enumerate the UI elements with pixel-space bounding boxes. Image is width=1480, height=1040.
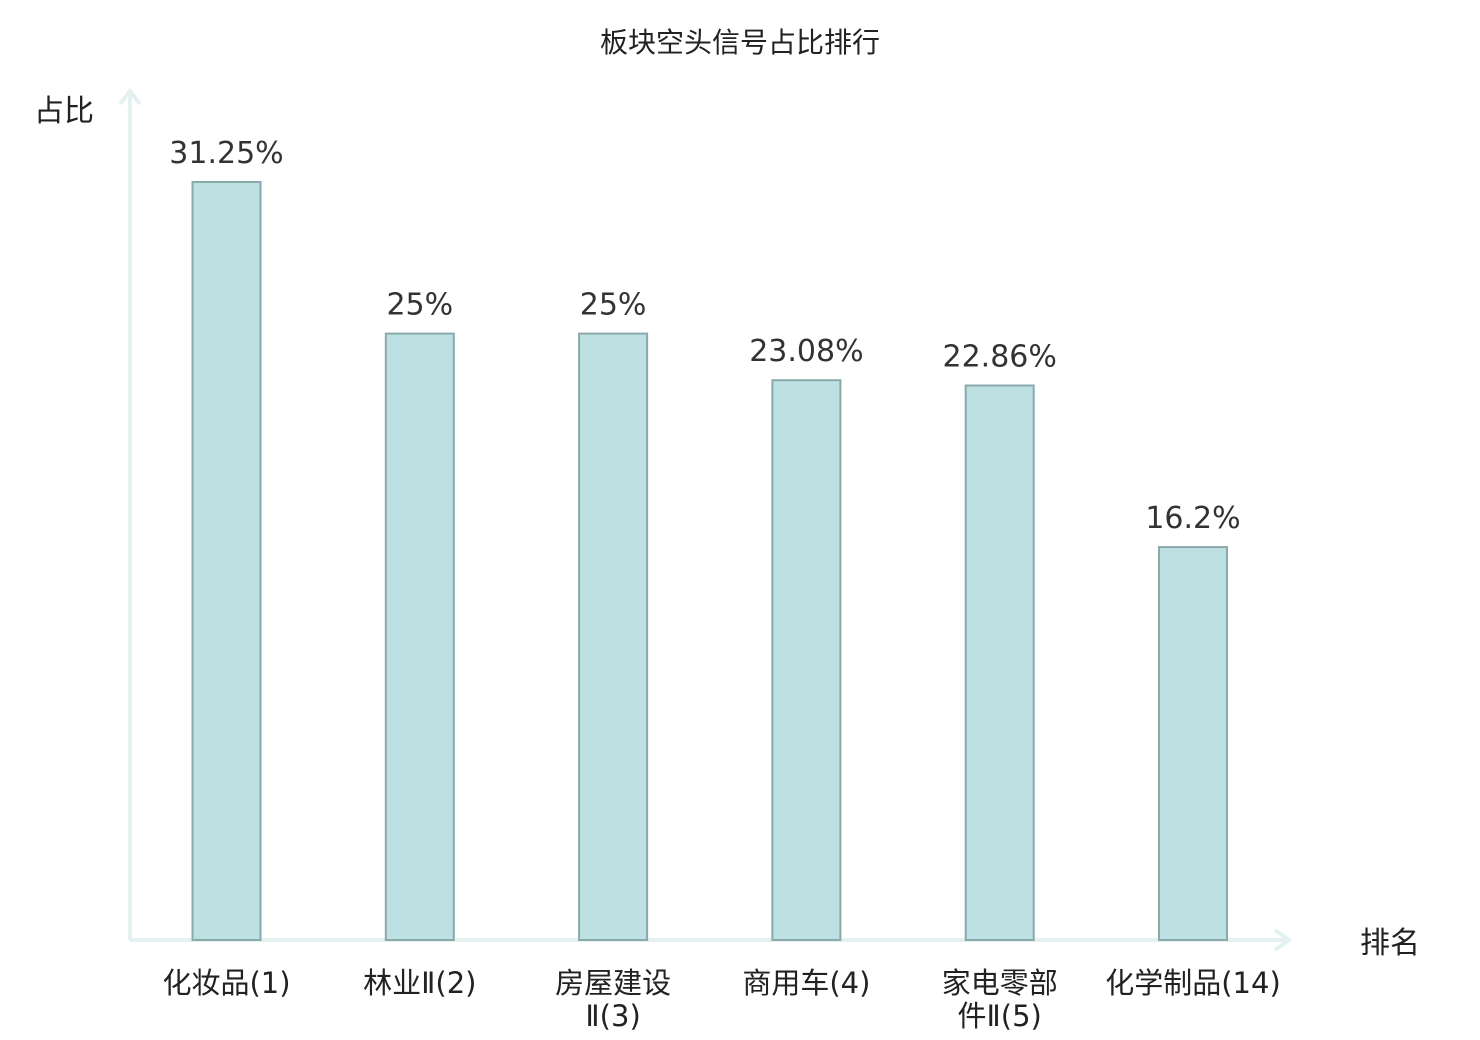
category-label-3-line-1: 房屋建设: [555, 966, 671, 1000]
category-label-5-line-1: 家电零部: [942, 966, 1058, 1000]
bar-4: [771, 379, 842, 941]
category-label-2: 林业Ⅱ(2): [363, 966, 476, 1000]
value-label-3: 25%: [580, 288, 647, 323]
bar-6: [1158, 546, 1228, 941]
value-label-5: 22.86%: [943, 340, 1057, 375]
x-axis-arrow: [1273, 928, 1293, 952]
bar-5: [964, 384, 1035, 941]
y-axis-label: 占比: [34, 94, 94, 129]
bar-3: [578, 332, 649, 942]
chart-title: 板块空头信号占比排行: [600, 26, 880, 59]
value-label-2: 25%: [386, 288, 453, 323]
value-label-1: 31.25%: [169, 136, 283, 171]
bars-group: [191, 181, 1228, 942]
bar-2: [384, 332, 455, 942]
y-axis: [118, 87, 142, 940]
value-labels-group: 31.25% 25% 25% 23.08% 22.86% 16.2%: [169, 136, 1240, 536]
category-label-3-line-2: Ⅱ(3): [585, 999, 640, 1033]
value-label-6: 16.2%: [1145, 501, 1240, 536]
category-label-4: 商用车(4): [742, 966, 870, 1000]
category-label-1: 化妆品(1): [162, 966, 290, 1000]
bar-1: [191, 181, 262, 941]
category-label-5-line-2: 件Ⅱ(5): [958, 999, 1042, 1033]
value-label-4: 23.08%: [749, 334, 863, 369]
x-axis-label: 排名: [1360, 926, 1420, 961]
x-axis: [130, 928, 1293, 952]
y-axis-arrow: [118, 87, 142, 106]
category-label-6: 化学制品(14): [1105, 966, 1281, 1000]
